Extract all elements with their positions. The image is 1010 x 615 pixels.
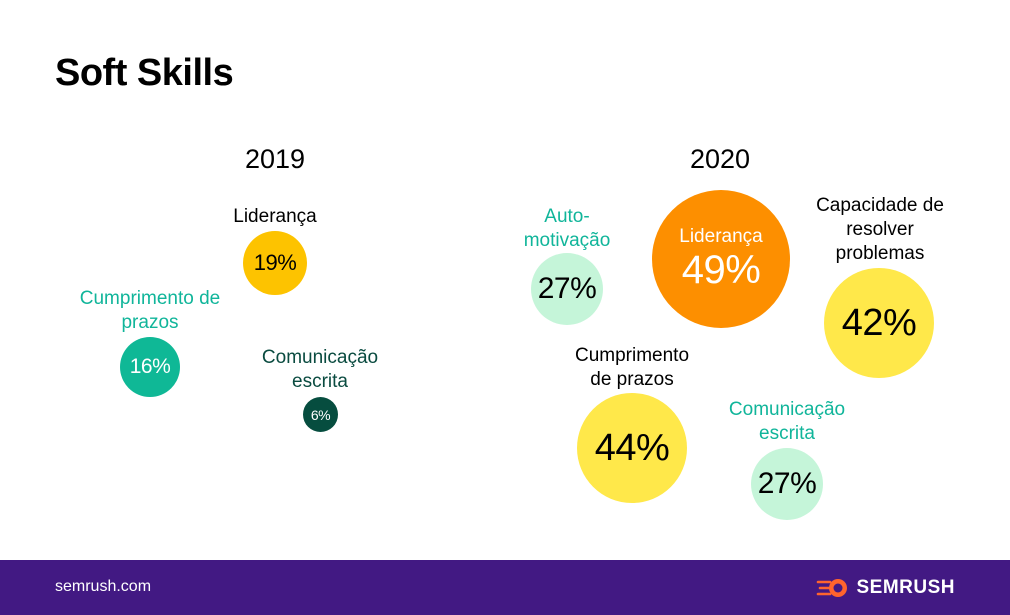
bubble-2019-lideranca: 19% [243,231,307,295]
bubble-2019-comunicacao: 6% [303,397,338,432]
bubble-2020-lideranca: Liderança 49% [652,190,790,328]
value-2020-lideranca: 49% [681,248,761,292]
value-2019-prazos: 16% [129,355,171,378]
value-2019-comunicacao: 6% [310,406,331,423]
label-2019-comunicacao: Comunicação escrita [261,347,379,392]
bubble-2020-prazos: 44% [577,393,687,503]
semrush-logo: SEMRUSH [816,575,955,601]
semrush-flame-icon [817,579,848,597]
value-2020-comunicacao: 27% [757,467,817,500]
semrush-wordmark: SEMRUSH [856,577,955,598]
footer-site-link[interactable]: semrush.com [55,578,152,595]
label-2020-prazos: Cumprimento de prazos [574,345,690,390]
year-heading-2020: 2020 [689,144,751,174]
value-2020-problemas: 42% [841,301,917,344]
bubble-2020-problemas: 42% [824,268,934,378]
value-2019-lideranca: 19% [253,250,297,275]
bubble-2020-automotivacao: 27% [531,253,603,325]
label-2020-comunicacao: Comunicação escrita [728,399,846,444]
bubble-2019-prazos: 16% [120,337,180,397]
label-2020-automotivacao: Auto-motivação [523,206,611,251]
year-heading-2019: 2019 [244,144,306,174]
footer-bar: semrush.com SEMRUSH [0,560,1010,615]
chart-title: Soft Skills [55,52,234,94]
value-2020-prazos: 44% [594,426,670,469]
bubble-2020-comunicacao: 27% [751,448,823,520]
label-2019-lideranca: Liderança [233,206,317,227]
label-2019-prazos: Cumprimento de prazos [79,288,221,333]
label-2020-problemas: Capacidade de resolver problemas [816,195,944,264]
value-2020-automotivacao: 27% [537,272,597,305]
label-2020-lideranca: Liderança [679,226,763,247]
